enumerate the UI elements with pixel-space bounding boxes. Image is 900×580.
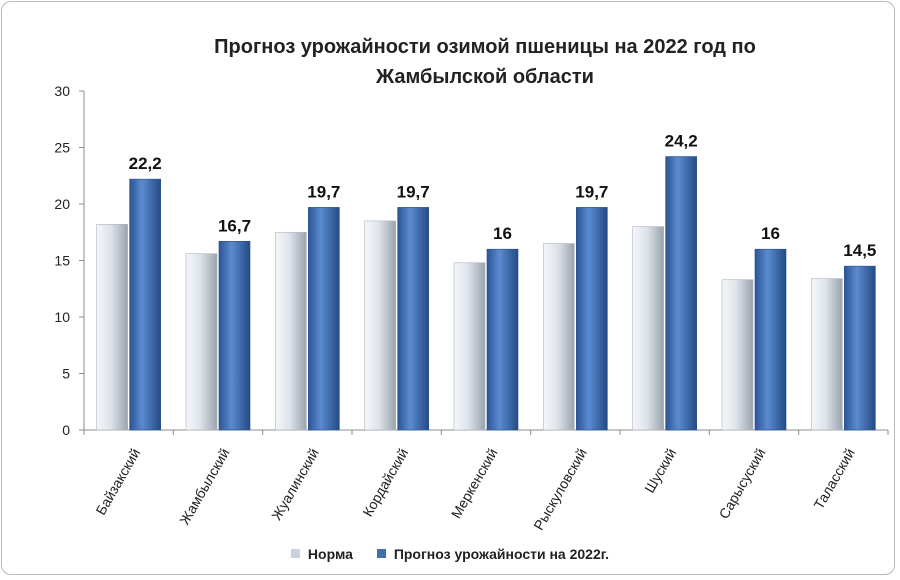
data-label-forecast: 19,7: [307, 182, 340, 201]
bar-norm: [185, 253, 218, 431]
data-label-forecast: 22,2: [129, 154, 162, 173]
y-tick-label: 0: [62, 422, 70, 438]
legend-swatch-norm: [290, 549, 300, 558]
y-tick-label: 20: [54, 196, 70, 212]
bar-norm: [811, 278, 843, 431]
bar-forecast: [129, 178, 161, 431]
bar-norm: [96, 224, 128, 431]
category-label: Рыскуловский: [530, 446, 590, 533]
data-label-forecast: 16: [493, 224, 512, 243]
bar-forecast: [844, 265, 876, 431]
category-label: Таласский: [810, 446, 858, 512]
chart-title-line-2: Жамбылской области: [376, 66, 594, 88]
legend: Норма Прогноз урожайности на 2022г.: [0, 545, 900, 562]
bar-norm: [453, 262, 486, 431]
bar-norm: [721, 279, 754, 431]
bar-forecast: [486, 248, 519, 431]
data-label-forecast: 19,7: [575, 182, 608, 201]
bar-forecast: [665, 156, 697, 431]
bar-forecast: [397, 207, 429, 431]
bar-forecast: [576, 207, 608, 431]
data-label-forecast: 19,7: [397, 182, 430, 201]
y-tick-label: 25: [54, 140, 70, 156]
bar-forecast: [308, 207, 340, 431]
legend-label-forecast: Прогноз урожайности на 2022г.: [393, 545, 610, 562]
bar-norm: [632, 226, 664, 431]
category-label: Кордайский: [359, 446, 411, 520]
bar-forecast: [218, 240, 251, 431]
category-label: Жуалинский: [268, 446, 322, 523]
y-tick-label: 5: [62, 366, 70, 382]
data-label-forecast: 16: [761, 224, 780, 243]
y-tick-label: 15: [54, 253, 70, 269]
category-label: Меркенский: [448, 446, 501, 522]
chart-title-line-1: Прогноз урожайности озимой пшеницы на 20…: [214, 36, 756, 58]
y-tick-label: 10: [54, 309, 70, 325]
category-label: Жамбылский: [176, 446, 233, 528]
data-label-forecast: 14,5: [843, 241, 876, 260]
bar-norm: [275, 231, 307, 431]
category-label: Шуский: [641, 446, 679, 496]
legend-swatch-forecast: [376, 549, 386, 558]
category-label: Сарысуский: [715, 446, 768, 522]
y-tick-label: 30: [54, 83, 70, 99]
legend-item-norm: Норма: [290, 545, 353, 562]
category-label: Байзакский: [92, 446, 143, 518]
bar-forecast: [754, 248, 787, 431]
legend-label-norm: Норма: [307, 545, 353, 562]
bar-norm: [364, 220, 396, 431]
data-label-forecast: 24,2: [665, 132, 698, 151]
legend-item-forecast: Прогноз урожайности на 2022г.: [376, 545, 610, 562]
bar-norm: [543, 243, 575, 431]
data-label-forecast: 16,7: [218, 216, 251, 235]
chart-title: Прогноз урожайности озимой пшеницы на 20…: [90, 32, 880, 92]
